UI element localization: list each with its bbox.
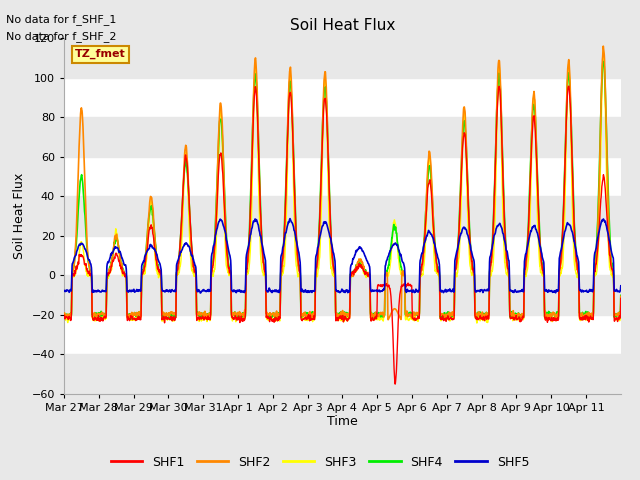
X-axis label: Time: Time — [327, 415, 358, 429]
Bar — [64, 117, 621, 157]
Bar — [64, 354, 621, 394]
Text: TZ_fmet: TZ_fmet — [75, 49, 126, 60]
Y-axis label: Soil Heat Flux: Soil Heat Flux — [13, 173, 26, 259]
Bar — [64, 275, 621, 315]
Bar — [64, 38, 621, 78]
Text: No data for f_SHF_2: No data for f_SHF_2 — [6, 31, 117, 42]
Legend: SHF1, SHF2, SHF3, SHF4, SHF5: SHF1, SHF2, SHF3, SHF4, SHF5 — [106, 451, 534, 474]
Title: Soil Heat Flux: Soil Heat Flux — [290, 18, 395, 33]
Text: No data for f_SHF_1: No data for f_SHF_1 — [6, 14, 116, 25]
Bar — [64, 196, 621, 236]
